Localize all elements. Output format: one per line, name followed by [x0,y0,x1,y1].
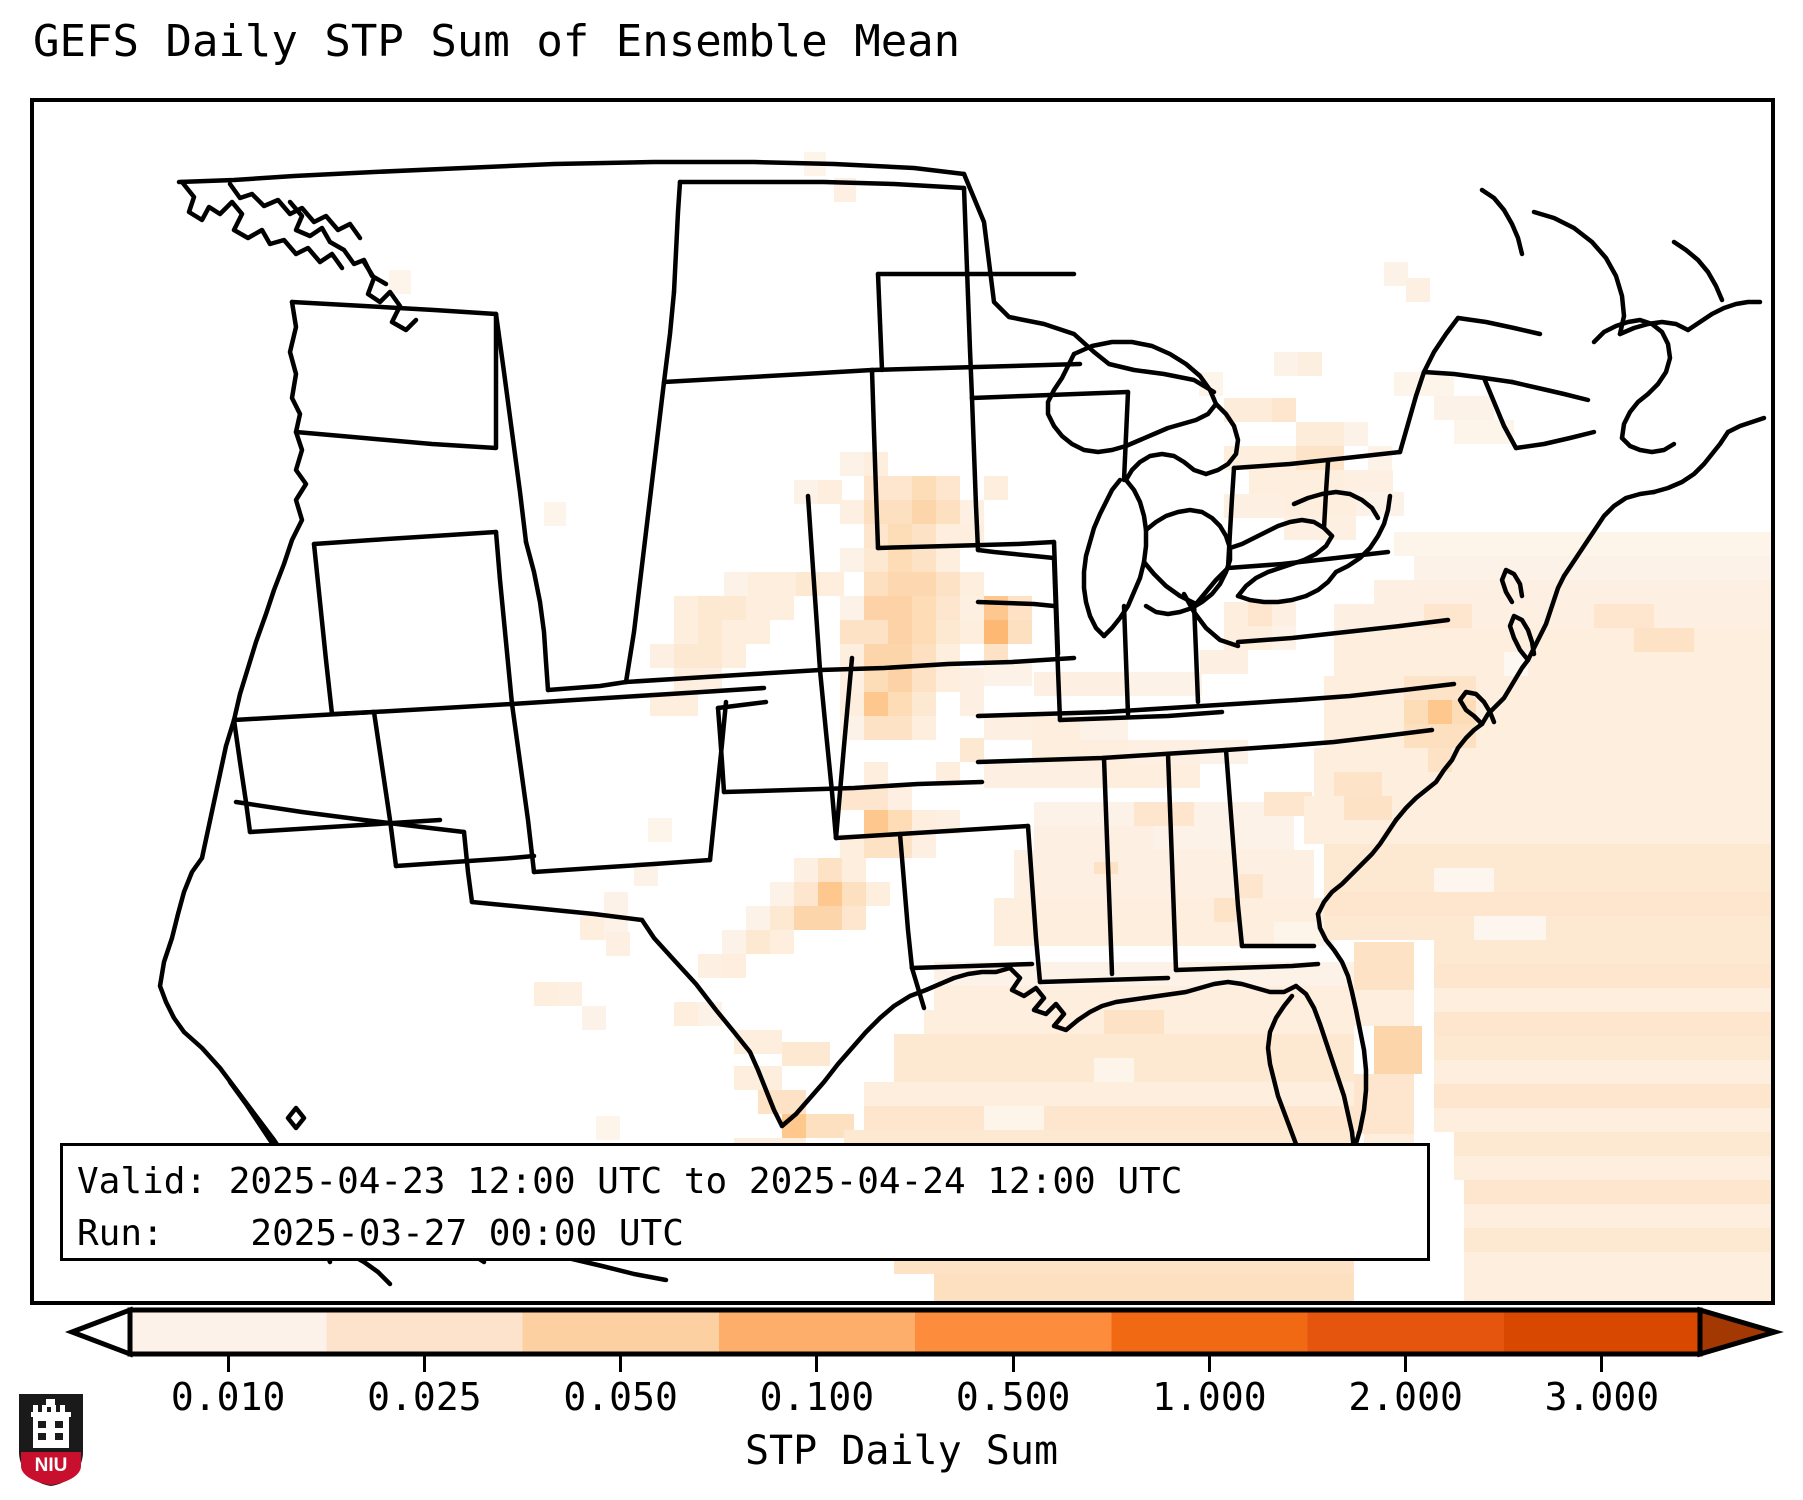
colorbar-axis-label: STP Daily Sum [744,1428,1059,1474]
colorbar-tick-label-5: 1.000 [1152,1375,1267,1419]
colorbar-band-0 [130,1312,327,1352]
colorbar-tick-5 [1207,1355,1211,1372]
heatmap-cells [389,152,1771,1301]
colorbar-tick-3 [815,1355,819,1372]
colorbar-ticks [0,1355,1803,1375]
colorbar-tick-label-2: 0.050 [563,1375,678,1419]
niu-castle-icon [31,1399,71,1448]
colorbar-tick-0 [226,1355,230,1372]
colorbar-tick-label-7: 3.000 [1544,1375,1660,1419]
colorbar-tick-1 [422,1355,426,1372]
colorbar-band-2 [522,1312,720,1352]
map-canvas [157,152,1771,1301]
colorbar-tick-7 [1600,1355,1604,1372]
colorbar[interactable] [0,1305,1803,1365]
colorbar-band-7 [1503,1312,1701,1352]
niu-logo: NIU [19,1394,83,1486]
colorbar-band-3 [718,1312,916,1352]
run-time-line: Run: 2025-03-27 00:00 UTC [77,1213,684,1254]
colorbar-tick-labels: 0.010 0.025 0.050 0.100 0.500 1.000 2.000 3.000 [0,1375,1803,1425]
colorbar-tick-label-1: 0.025 [367,1375,482,1419]
colorbar-tick-label-6: 2.000 [1348,1375,1463,1419]
colorbar-tick-2 [619,1355,623,1372]
map-plot-panel [30,98,1775,1305]
page-title: GEFS Daily STP Sum of Ensemble Mean [33,16,961,67]
colorbar-band-4 [915,1312,1112,1352]
colorbar-band-1 [326,1312,524,1352]
colorbar-svg[interactable] [0,1305,1803,1365]
valid-time-line: Valid: 2025-04-23 12:00 UTC to 2025-04-2… [77,1161,1183,1202]
colorbar-tick-4 [1011,1355,1015,1372]
colorbar-tick-6 [1404,1355,1408,1372]
niu-wordmark: NIU [35,1455,68,1476]
colorbar-band-6 [1307,1312,1505,1352]
map-geography [157,159,1767,1287]
colorbar-tick-label-3: 0.100 [759,1375,875,1419]
niu-banner [21,1452,81,1485]
colorbar-band-5 [1111,1312,1309,1352]
valid-run-annotation-box: Valid: 2025-04-23 12:00 UTC to 2025-04-2… [60,1143,1430,1261]
colorbar-tick-label-0: 0.010 [170,1375,286,1419]
colorbar-tick-label-4: 0.500 [955,1375,1071,1419]
